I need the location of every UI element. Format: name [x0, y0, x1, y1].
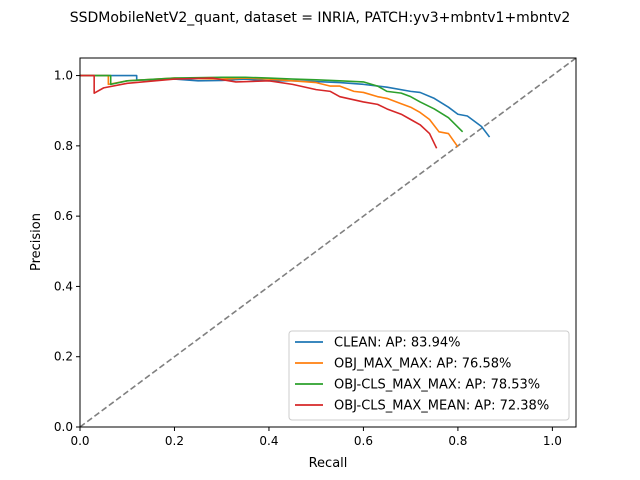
legend-label: OBJ_MAX_MAX: AP: 76.58%	[334, 357, 511, 372]
plot-area	[79, 57, 577, 428]
diagonal-reference-line	[79, 57, 577, 428]
x-tick-label: 0.0	[70, 434, 89, 448]
x-tick-label: 1.0	[543, 434, 562, 448]
legend-box	[288, 330, 570, 421]
series-line-1	[80, 74, 459, 148]
series-line-2	[80, 74, 464, 133]
x-tick-label: 0.6	[354, 434, 373, 448]
y-axis-label: Precision	[29, 213, 44, 271]
legend: CLEAN: AP: 83.94% OBJ_MAX_MAX: AP: 76.58%…	[288, 330, 570, 421]
series-line-3	[80, 74, 438, 149]
y-axis-ticks: 0.0 0.2 0.4 0.6 0.8 1.0	[54, 69, 80, 434]
y-tick-label: 0.4	[54, 279, 73, 293]
y-tick-label: 0.6	[54, 209, 73, 223]
axes-frame	[79, 57, 577, 428]
y-tick-label: 0.0	[54, 420, 73, 434]
y-tick-label: 1.0	[54, 69, 73, 83]
x-tick-label: 0.2	[165, 434, 184, 448]
x-tick-label: 0.4	[259, 434, 278, 448]
series-line-0	[80, 74, 491, 138]
y-tick-label: 0.8	[54, 139, 73, 153]
chart-title: SSDMobileNetV2_quant, dataset = INRIA, P…	[70, 10, 571, 26]
legend-label: CLEAN: AP: 83.94%	[334, 336, 460, 351]
x-tick-label: 0.8	[448, 434, 467, 448]
x-axis-ticks: 0.0 0.2 0.4 0.6 0.8 1.0	[70, 427, 562, 448]
series-layer	[79, 57, 577, 428]
x-axis-label: Recall	[309, 456, 348, 471]
y-tick-label: 0.2	[54, 350, 73, 364]
legend-label: OBJ-CLS_MAX_MAX: AP: 78.53%	[334, 378, 540, 393]
legend-items: CLEAN: AP: 83.94% OBJ_MAX_MAX: AP: 76.58%…	[295, 336, 549, 414]
legend-label: OBJ-CLS_MAX_MEAN: AP: 72.38%	[334, 399, 549, 414]
